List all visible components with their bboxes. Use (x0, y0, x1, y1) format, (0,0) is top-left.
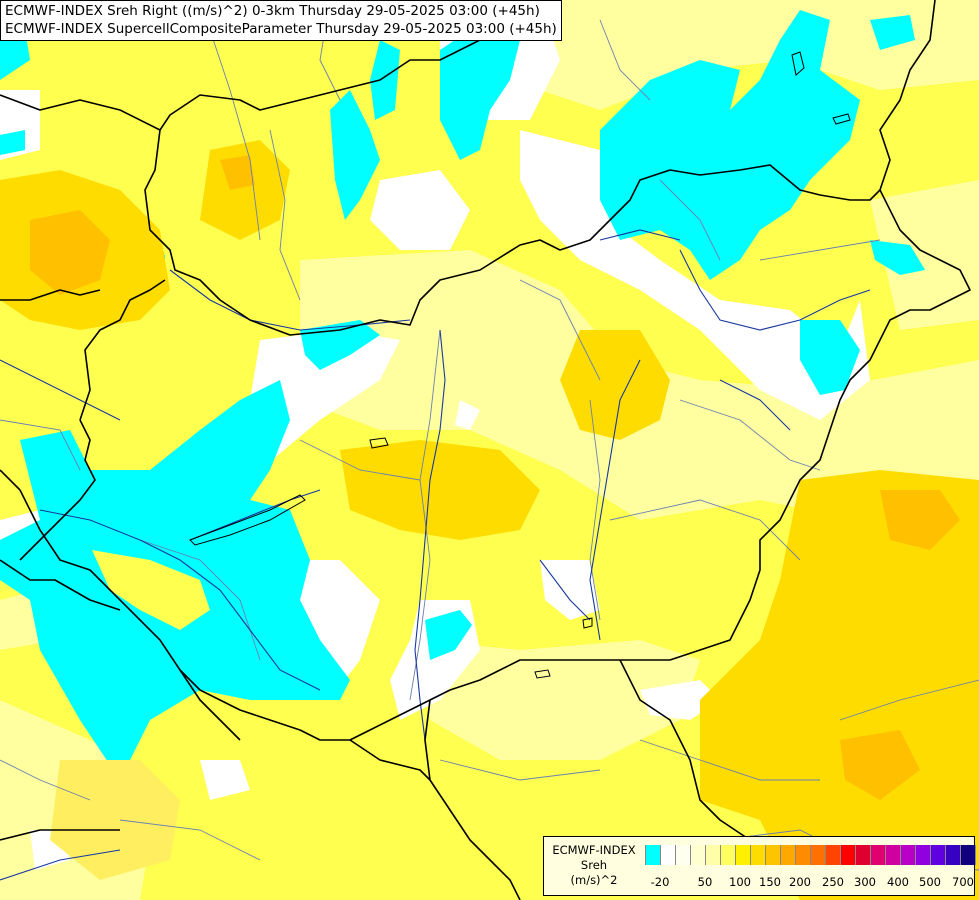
legend-tick-label: -20 (650, 875, 670, 889)
title-line-2: ECMWF-INDEX SupercellCompositeParameter … (5, 21, 557, 37)
legend-tick-label: 50 (697, 875, 713, 889)
legend-tick-label: 300 (854, 875, 876, 889)
legend-swatch (871, 845, 886, 865)
legend-label: ECMWF-INDEX Sreh (m/s)^2 (546, 843, 642, 888)
legend-unit: (m/s)^2 (570, 873, 618, 887)
legend-swatch (826, 845, 841, 865)
legend-swatch (781, 845, 796, 865)
legend-variable: Sreh (580, 858, 608, 872)
legend-swatch (856, 845, 871, 865)
legend-swatch (931, 845, 946, 865)
legend-swatch (796, 845, 811, 865)
color-legend: ECMWF-INDEX Sreh (m/s)^2 -20 50 100 150 200 2… (543, 836, 976, 896)
legend-swatch (691, 845, 706, 865)
legend-tick-label: 100 (729, 875, 751, 889)
legend-swatch (751, 845, 766, 865)
legend-swatch (661, 845, 676, 865)
legend-swatch (946, 845, 961, 865)
lakes (189, 51, 851, 679)
orange-areas (30, 155, 960, 800)
region-lines (0, 0, 979, 871)
legend-tick-label: 700 (952, 875, 974, 889)
cyan-areas (0, 10, 970, 855)
legend-swatch (901, 845, 916, 865)
chart-title-box: ECMWF-INDEX Sreh Right ((m/s)^2) 0-3km T… (0, 0, 562, 41)
legend-swatch (721, 845, 736, 865)
legend-swatch (706, 845, 721, 865)
title-line-1: ECMWF-INDEX Sreh Right ((m/s)^2) 0-3km T… (5, 3, 540, 19)
legend-swatches (645, 845, 976, 865)
rivers (0, 229, 871, 881)
legend-tick-label: 250 (822, 875, 844, 889)
legend-swatch (961, 845, 976, 865)
legend-ticks: -20 50 100 150 200 250 300 400 500 700 (645, 875, 975, 891)
legend-swatch (736, 845, 751, 865)
legend-swatch (646, 845, 661, 865)
legend-swatch (811, 845, 826, 865)
legend-swatch (766, 845, 781, 865)
gold-areas (0, 140, 979, 900)
legend-source: ECMWF-INDEX (552, 843, 636, 857)
legend-swatch (676, 845, 691, 865)
legend-tick-label: 200 (789, 875, 811, 889)
legend-tick-label: 500 (919, 875, 941, 889)
legend-swatch (916, 845, 931, 865)
legend-swatch (886, 845, 901, 865)
legend-swatch (841, 845, 856, 865)
legend-tick-label: 400 (887, 875, 909, 889)
legend-tick-label: 150 (759, 875, 781, 889)
